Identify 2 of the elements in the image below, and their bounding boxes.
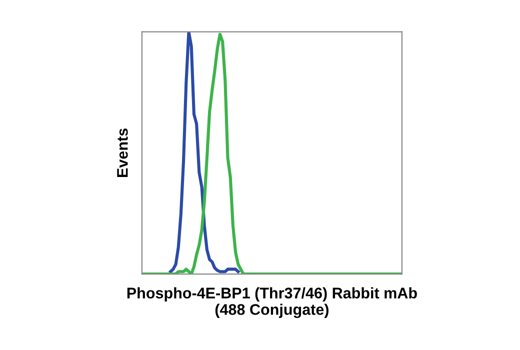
y-axis-title: Events [117,128,128,177]
x-axis-title: Phospho-4E-BP1 (Thr37/46) Rabbit mAb (488 Conjugate) [127,287,417,318]
